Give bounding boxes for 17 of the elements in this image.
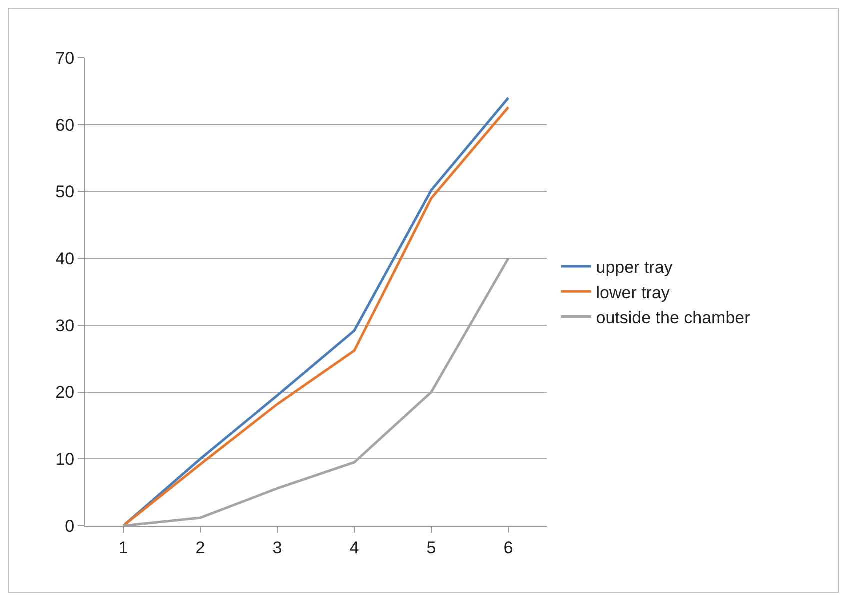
y-tick-label: 50 xyxy=(56,182,75,202)
x-tick-label: 3 xyxy=(272,538,282,558)
legend-label: outside the chamber xyxy=(596,308,751,328)
x-tick-label: 6 xyxy=(504,538,514,558)
x-tick-label: 1 xyxy=(118,538,128,558)
legend-label: lower tray xyxy=(596,283,670,302)
y-tick-label: 30 xyxy=(56,316,75,336)
y-tick-label: 60 xyxy=(56,116,75,135)
x-tick-label: 4 xyxy=(350,538,360,558)
x-tick-label: 2 xyxy=(196,538,206,558)
y-tick-label: 40 xyxy=(56,250,75,269)
y-tick-label: 70 xyxy=(56,48,75,68)
legend-label: upper tray xyxy=(596,258,674,278)
y-tick-label: 20 xyxy=(56,383,75,402)
y-tick-label: 10 xyxy=(56,450,75,470)
x-tick-label: 5 xyxy=(426,538,436,558)
y-tick-label: 0 xyxy=(65,516,75,536)
